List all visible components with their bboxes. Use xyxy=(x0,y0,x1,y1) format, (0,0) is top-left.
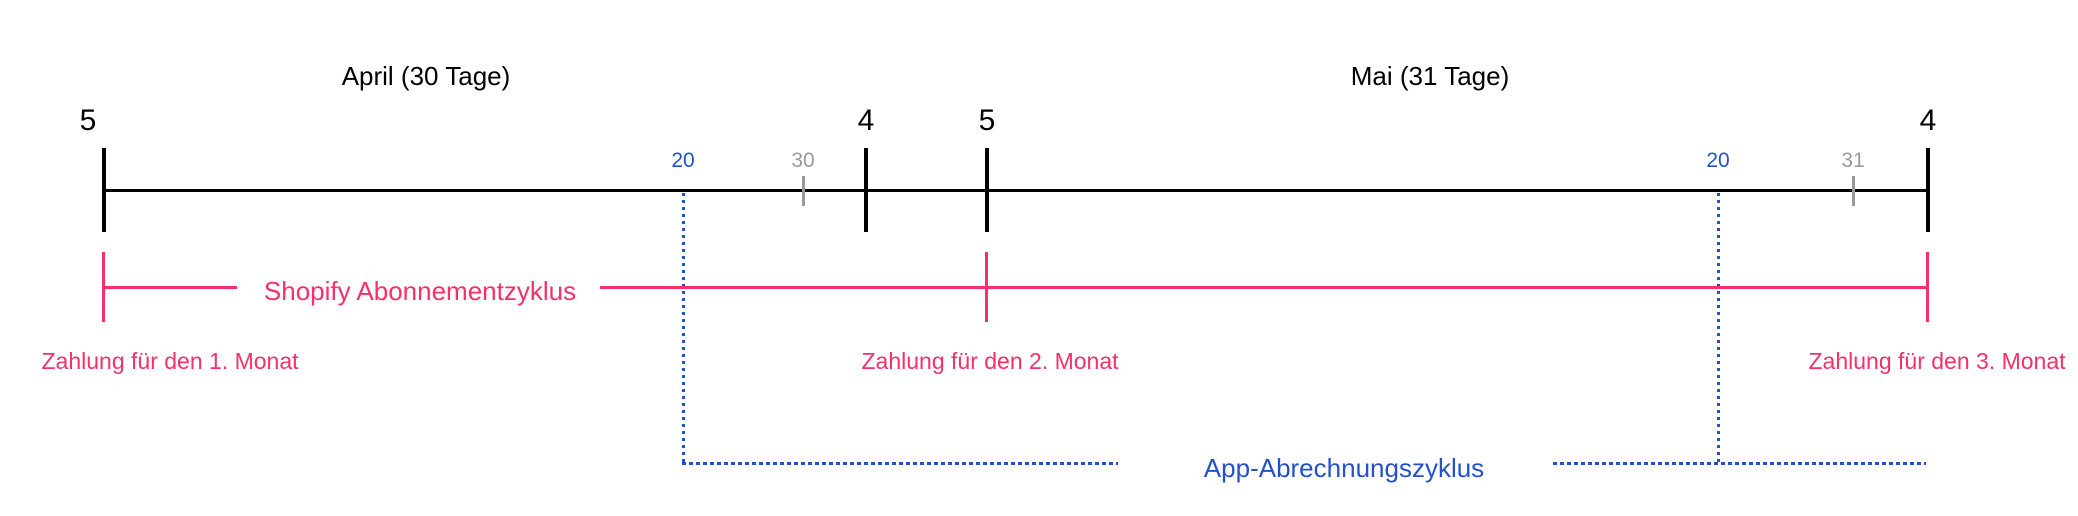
timeline-axis xyxy=(104,189,1929,192)
payment-tick-1 xyxy=(102,252,105,322)
tick-may-5 xyxy=(985,148,989,232)
month-label-april: April (30 Tage) xyxy=(341,61,511,91)
day-label-june-4: 4 xyxy=(1919,104,1937,137)
tick-may-4 xyxy=(864,148,868,232)
app-cycle-line-right xyxy=(1553,462,1926,465)
app-cycle-connector-may-20 xyxy=(1717,193,1720,464)
shopify-cycle-line-right xyxy=(600,286,1929,289)
tick-june-4 xyxy=(1926,148,1930,232)
payment-label-2: Zahlung für den 2. Monat xyxy=(861,348,1119,374)
day-label-may-20: 20 xyxy=(1706,149,1730,172)
shopify-cycle-line-left xyxy=(104,286,237,289)
day-label-may-4: 4 xyxy=(857,104,875,137)
payment-label-3: Zahlung für den 3. Monat xyxy=(1808,348,2066,374)
tick-may-31 xyxy=(1852,176,1855,206)
shopify-cycle-label: Shopify Abonnementzyklus xyxy=(263,276,577,306)
app-cycle-connector-april-20 xyxy=(682,193,685,464)
day-label-may-5: 5 xyxy=(978,104,996,137)
app-cycle-label: App-Abrechnungszyklus xyxy=(1203,453,1485,483)
tick-april-5 xyxy=(102,148,106,232)
payment-label-1: Zahlung für den 1. Monat xyxy=(41,348,299,374)
day-label-april-20: 20 xyxy=(671,149,695,172)
month-label-mai: Mai (31 Tage) xyxy=(1350,61,1510,91)
app-cycle-line-left xyxy=(682,462,1118,465)
day-label-april-30: 30 xyxy=(791,149,815,172)
tick-april-30 xyxy=(802,176,805,206)
day-label-april-5: 5 xyxy=(79,104,97,137)
day-label-may-31: 31 xyxy=(1841,149,1865,172)
